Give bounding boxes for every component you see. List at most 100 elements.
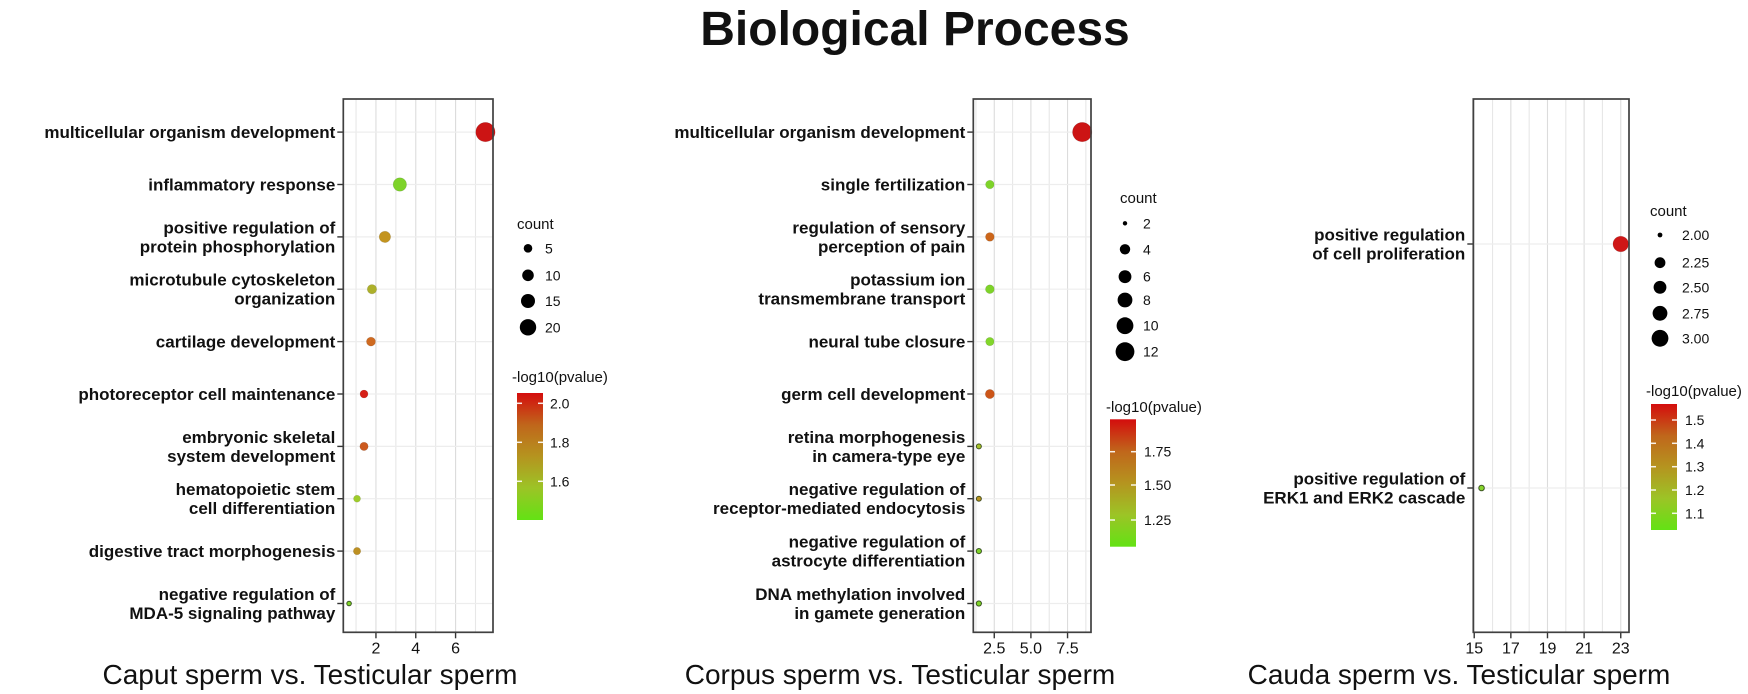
category-label-line: astrocyte differentiation xyxy=(772,552,966,571)
data-point xyxy=(985,337,995,347)
count-legend-label: 2.50 xyxy=(1682,279,1709,295)
count-legend-dot xyxy=(1654,257,1666,269)
count-legend-label: 3.00 xyxy=(1682,330,1709,346)
data-point xyxy=(1612,235,1629,253)
data-point xyxy=(975,548,982,555)
data-point xyxy=(366,284,377,295)
x-tick-label: 15 xyxy=(1465,640,1483,657)
count-legend-dot xyxy=(1657,232,1663,238)
count-legend-dot xyxy=(1115,342,1135,362)
x-tick-label: 7.5 xyxy=(1056,640,1078,657)
x-tick-label: 21 xyxy=(1575,640,1593,657)
pvalue-legend-label: 1.25 xyxy=(1144,512,1171,528)
pvalue-gradient-bar xyxy=(517,393,543,520)
x-tick-label: 4 xyxy=(411,640,420,657)
category-label-line: protein phosphorylation xyxy=(140,237,336,256)
category-label-line: retina morphogenesis xyxy=(788,428,966,447)
pvalue-legend: -log10(pvalue) 1.75 1.50 1.25 xyxy=(1106,399,1202,547)
category-label-line: positive regulation of xyxy=(163,218,335,237)
count-legend-dot xyxy=(1119,244,1131,255)
count-legend-title: count xyxy=(517,216,555,233)
data-point xyxy=(975,600,982,607)
panels-group: 2 4 6 multicellular organism development inf… xyxy=(44,98,1742,690)
category-label: negative regulation of MDA-5 signaling pa… xyxy=(129,585,335,623)
panel-2: 2.5 5.0 7.5 multicellular organism developm… xyxy=(674,98,1202,690)
category-label: germ cell development xyxy=(781,385,966,404)
count-legend: count 2 4 6 8 10 12 xyxy=(1115,190,1159,362)
count-legend-label: 4 xyxy=(1143,241,1151,257)
count-legend-dot xyxy=(523,244,533,253)
category-label-line: photoreceptor cell maintenance xyxy=(78,385,335,404)
panel-1: 2 4 6 multicellular organism development inf… xyxy=(44,98,608,690)
category-label-line: of cell proliferation xyxy=(1312,245,1465,264)
data-point xyxy=(1478,484,1485,492)
count-legend-label: 2.00 xyxy=(1682,227,1709,243)
data-point xyxy=(359,441,369,451)
data-point xyxy=(985,284,995,294)
panel-3: 15 17 19 21 23 positive regulation of cell pro… xyxy=(1248,98,1742,690)
data-point xyxy=(353,494,361,503)
x-tick-label: 2.5 xyxy=(983,640,1005,657)
data-point xyxy=(975,495,982,502)
category-label-line: MDA-5 signaling pathway xyxy=(129,604,335,623)
count-legend-dot xyxy=(1122,221,1128,226)
category-label-line: multicellular organism development xyxy=(44,123,335,142)
category-label: potassium ion transmembrane transport xyxy=(758,271,965,309)
count-legend-label: 2.25 xyxy=(1682,255,1709,271)
data-point xyxy=(353,547,362,556)
count-legend-dot xyxy=(1118,270,1132,284)
category-label: positive regulation of protein phosphoryl… xyxy=(140,218,336,256)
category-label: hematopoietic stem cell differentiation xyxy=(176,480,336,518)
category-label-line: system development xyxy=(167,447,336,466)
category-label: retina morphogenesis in camera-type eye xyxy=(788,428,966,466)
pvalue-legend-label: 1.75 xyxy=(1144,444,1171,460)
pvalue-legend-label: 1.1 xyxy=(1685,505,1705,521)
category-label: positive regulation of cell proliferation xyxy=(1312,226,1465,264)
category-label-line: perception of pain xyxy=(818,237,965,256)
pvalue-legend-title: -log10(pvalue) xyxy=(1646,383,1742,400)
category-label: cartilage development xyxy=(156,333,336,352)
x-tick-label: 19 xyxy=(1539,640,1557,657)
pvalue-legend-label: 1.8 xyxy=(550,434,570,450)
category-label: embryonic skeletal system development xyxy=(167,428,336,466)
category-label-line: cartilage development xyxy=(156,333,336,352)
count-legend-dot xyxy=(522,269,534,282)
plot-border xyxy=(972,98,1092,634)
category-label: negative regulation of receptor-mediated … xyxy=(713,480,966,518)
category-label-line: neural tube closure xyxy=(808,333,965,352)
category-label-line: microtubule cytoskeleton xyxy=(129,271,335,290)
pvalue-legend: -log10(pvalue) 2.0 1.8 1.6 xyxy=(512,369,608,520)
count-legend-label: 10 xyxy=(545,267,561,283)
pvalue-legend-label: 1.6 xyxy=(550,473,570,489)
count-legend-dot xyxy=(1652,305,1668,321)
category-label-line: single fertilization xyxy=(821,176,966,195)
panel-title: Caput sperm vs. Testicular sperm xyxy=(103,659,518,690)
category-label-line: cell differentiation xyxy=(189,499,335,518)
pvalue-legend-label: 1.2 xyxy=(1685,482,1705,498)
figure-title: Biological Process xyxy=(700,3,1130,56)
data-point xyxy=(984,389,995,399)
pvalue-legend-label: 1.3 xyxy=(1685,459,1705,475)
count-legend-dot xyxy=(1651,329,1669,347)
panel-title: Corpus sperm vs. Testicular sperm xyxy=(685,659,1116,690)
count-legend-label: 8 xyxy=(1143,292,1151,308)
category-label-line: positive regulation xyxy=(1314,226,1465,245)
pvalue-legend-label: 1.50 xyxy=(1144,477,1171,493)
data-point xyxy=(975,443,982,450)
x-tick-label: 23 xyxy=(1612,640,1630,657)
data-point xyxy=(985,179,995,190)
category-label: positive regulation of ERK1 and ERK2 casc… xyxy=(1263,470,1466,508)
category-label: photoreceptor cell maintenance xyxy=(78,385,335,404)
plot-border xyxy=(342,98,494,634)
data-point xyxy=(346,600,352,607)
data-point xyxy=(392,177,407,192)
count-legend-label: 20 xyxy=(545,319,561,335)
plot-area xyxy=(1473,99,1629,633)
category-label-line: DNA methylation involved xyxy=(755,585,965,604)
count-legend-label: 12 xyxy=(1143,344,1159,360)
plot-area xyxy=(343,99,493,633)
count-legend-label: 15 xyxy=(545,293,561,309)
data-point xyxy=(475,122,496,143)
category-label-line: ERK1 and ERK2 cascade xyxy=(1263,489,1465,508)
